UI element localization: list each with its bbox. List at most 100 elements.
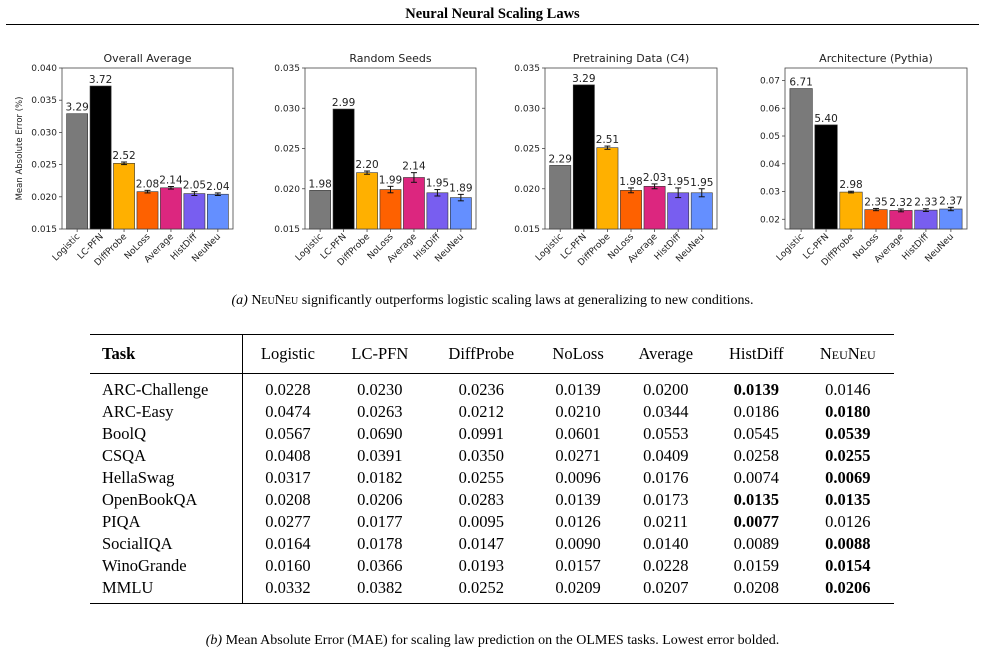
table-row: SocialIQA 0.0164 0.0178 0.0147 0.0090 0.0140 0… xyxy=(90,533,894,555)
value-cell: 0.0208 xyxy=(733,578,779,597)
y-tick-label: 0.040 xyxy=(31,64,57,74)
caption-a-label: (a) xyxy=(231,293,248,308)
value-cell: 0.0182 xyxy=(357,468,403,487)
value-cell: 0.0157 xyxy=(555,556,601,575)
value-cell: 0.0077 xyxy=(733,512,779,531)
value-cell: 0.0228 xyxy=(643,556,689,575)
caption-a: (a) NeuNeu significantly outperforms log… xyxy=(0,293,985,309)
value-cell: 0.0126 xyxy=(555,512,601,531)
value-cell: 0.0263 xyxy=(357,402,403,421)
chart-title: Random Seeds xyxy=(349,52,432,65)
chart-random-seeds: Random Seeds 0.015 0.020 0.025 0.030 0.035 1.9… xyxy=(274,52,477,268)
value-cell: 0.0255 xyxy=(825,446,871,465)
value-cell: 0.0258 xyxy=(733,446,779,465)
task-name-cell: OpenBookQA xyxy=(90,489,243,511)
x-tick-label: Logistic xyxy=(534,232,565,263)
bar-charts-panel: Overall Average0.0150.0200.0250.0300.035… xyxy=(15,52,968,268)
bar-value-label: 2.35 xyxy=(864,196,887,208)
bar-average xyxy=(889,210,913,230)
value-cell: 0.0539 xyxy=(825,424,871,443)
bar-value-label: 1.95 xyxy=(426,178,449,190)
table-row: CSQA 0.0408 0.0391 0.0350 0.0271 0.0409 0.0258… xyxy=(90,445,894,467)
bar-lc-pfn xyxy=(572,84,595,230)
bar-value-label: 1.98 xyxy=(308,178,331,190)
bar-average xyxy=(160,187,182,230)
value-cell: 0.0200 xyxy=(643,380,689,399)
y-tick-label: 0.015 xyxy=(274,225,300,235)
y-tick-label: 0.04 xyxy=(760,160,780,170)
task-name-cell: PIQA xyxy=(90,511,243,533)
value-cell: 0.0601 xyxy=(555,424,601,443)
value-cell: 0.0209 xyxy=(555,578,601,597)
bar-value-label: 2.14 xyxy=(159,174,183,186)
caption-b: (b) Mean Absolute Error (MAE) for scalin… xyxy=(0,633,985,649)
bar-average xyxy=(403,177,425,230)
x-tick-label: Logistic xyxy=(775,232,806,263)
bar-lc-pfn xyxy=(332,108,355,230)
task-name-cell: CSQA xyxy=(90,445,243,467)
caption-a-text: significantly outperforms logistic scali… xyxy=(301,293,754,308)
bar-value-label: 1.95 xyxy=(690,177,713,189)
chart-pretraining-data: Pretraining Data (C4) 0.015 0.020 0.025 0.03… xyxy=(514,52,718,268)
value-cell: 0.0206 xyxy=(357,490,403,509)
chart-architecture: Architecture (Pythia) 0.02 0.03 0.04 0.05 0.0… xyxy=(760,52,968,268)
bar-value-label: 1.95 xyxy=(666,176,689,188)
bar-logistic xyxy=(789,88,813,230)
bar-value-label: 6.71 xyxy=(789,77,812,89)
y-tick-label: 0.015 xyxy=(31,225,57,235)
value-cell: 0.0139 xyxy=(555,490,601,509)
bar-value-label: 3.29 xyxy=(572,73,595,85)
bar-noloss xyxy=(864,209,888,230)
column-header-average: Average xyxy=(620,334,712,374)
value-cell: 0.0545 xyxy=(733,424,779,443)
y-tick-label: 0.035 xyxy=(514,64,540,74)
bar-diffprobe xyxy=(839,191,863,230)
chart-overall-average: Overall Average 0.015 0.020 0.025 0.030 0.035… xyxy=(15,52,234,268)
value-cell: 0.0135 xyxy=(733,490,779,509)
y-tick-label: 0.035 xyxy=(274,64,300,74)
column-header-neuneu: NeuNeu xyxy=(801,334,894,374)
value-cell: 0.0567 xyxy=(265,424,311,443)
y-tick-label: 0.035 xyxy=(31,96,57,106)
x-tick-label: Logistic xyxy=(294,232,325,263)
value-cell: 0.0366 xyxy=(357,556,403,575)
y-tick-label: 0.025 xyxy=(31,161,57,171)
value-cell: 0.0210 xyxy=(555,402,601,421)
y-tick-label: 0.020 xyxy=(274,185,300,195)
value-cell: 0.0332 xyxy=(265,578,311,597)
chart-title: Pretraining Data (C4) xyxy=(573,52,690,65)
table-row: HellaSwag 0.0317 0.0182 0.0255 0.0096 0.0176 0… xyxy=(90,467,894,489)
bar-noloss xyxy=(379,189,402,230)
value-cell: 0.0160 xyxy=(265,556,311,575)
y-tick-label: 0.02 xyxy=(760,215,780,225)
table-body: ARC-Challenge 0.0228 0.0230 0.0236 0.0139 0.0… xyxy=(90,373,894,604)
value-cell: 0.0211 xyxy=(643,512,689,531)
value-cell: 0.0474 xyxy=(265,402,311,421)
value-cell: 0.0139 xyxy=(555,380,601,399)
y-tick-label: 0.05 xyxy=(760,132,780,142)
value-cell: 0.0553 xyxy=(643,424,689,443)
task-name-cell: HellaSwag xyxy=(90,467,243,489)
bar-value-label: 2.99 xyxy=(332,97,355,109)
value-cell: 0.0690 xyxy=(357,424,403,443)
bar-logistic xyxy=(549,165,572,230)
bar-histdiff xyxy=(667,192,690,230)
column-header-histdiff: HistDiff xyxy=(711,334,802,374)
value-cell: 0.0255 xyxy=(458,468,504,487)
y-tick-label: 0.020 xyxy=(514,185,540,195)
task-name-cell: SocialIQA xyxy=(90,533,243,555)
value-cell: 0.0173 xyxy=(643,490,689,509)
value-cell: 0.0208 xyxy=(265,490,311,509)
value-cell: 0.0193 xyxy=(458,556,504,575)
value-cell: 0.0350 xyxy=(458,446,504,465)
y-tick-label: 0.020 xyxy=(31,193,57,203)
y-tick-label: 0.06 xyxy=(760,104,780,114)
value-cell: 0.0178 xyxy=(357,534,403,553)
table-row: OpenBookQA 0.0208 0.0206 0.0283 0.0139 0.0173… xyxy=(90,489,894,511)
bar-neuneu xyxy=(690,192,713,230)
column-header-lc-pfn: LC-PFN xyxy=(332,334,427,374)
value-cell: 0.0154 xyxy=(825,556,871,575)
value-cell: 0.0180 xyxy=(825,402,871,421)
y-tick-label: 0.03 xyxy=(760,188,780,198)
value-cell: 0.0408 xyxy=(265,446,311,465)
